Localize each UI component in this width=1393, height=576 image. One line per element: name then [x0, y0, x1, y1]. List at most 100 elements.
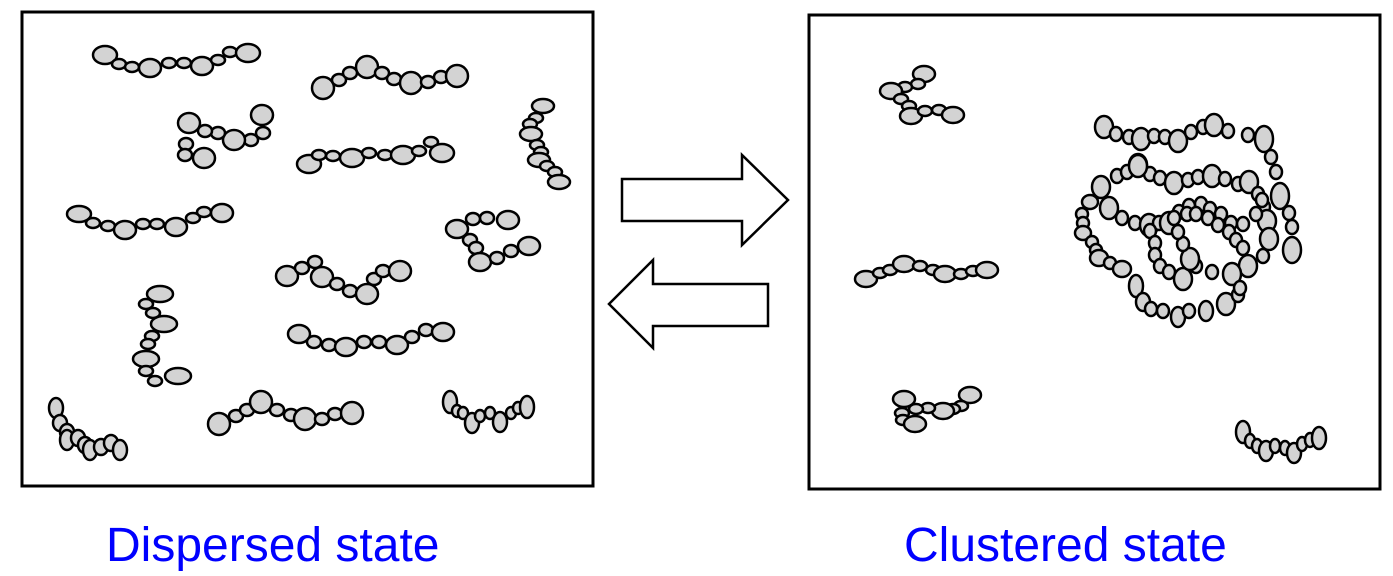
bead: [1163, 170, 1185, 196]
bead: [373, 65, 391, 81]
bead: [546, 173, 572, 191]
bead: [184, 211, 202, 225]
bead: [134, 217, 152, 231]
bead: [398, 70, 424, 96]
bead: [417, 322, 435, 338]
bead: [137, 297, 155, 311]
clustered-chain: [1073, 193, 1248, 329]
right-arrow-icon: [620, 152, 790, 248]
bead: [338, 147, 366, 169]
bead: [146, 374, 164, 388]
bead: [916, 104, 934, 118]
bead: [1281, 235, 1303, 265]
bead: [444, 63, 470, 89]
bead: [268, 402, 286, 418]
clustered-chains: [853, 64, 1328, 465]
bead: [1235, 215, 1251, 233]
bead: [274, 264, 300, 288]
bead: [1098, 195, 1120, 221]
bead: [467, 251, 493, 273]
clustered-chain: [853, 254, 1000, 289]
bead: [473, 408, 487, 424]
bead: [160, 56, 178, 70]
bead: [891, 389, 917, 409]
bead: [422, 135, 440, 149]
clustered-chain: [1090, 153, 1149, 200]
bead: [206, 411, 232, 437]
bead: [149, 314, 179, 334]
bead: [1111, 259, 1133, 279]
bead: [195, 205, 213, 219]
bead: [286, 323, 312, 345]
bead: [176, 147, 194, 163]
bead: [333, 336, 359, 358]
bead: [1188, 205, 1204, 223]
bead: [310, 148, 328, 162]
dispersed-state-frame: [20, 10, 595, 488]
bead: [330, 72, 348, 88]
bead: [209, 125, 227, 141]
bead: [360, 146, 378, 160]
bead: [387, 259, 413, 283]
dispersed-chain: [176, 103, 275, 170]
bead: [516, 235, 542, 257]
dispersed-state-caption: Dispersed state: [106, 519, 440, 572]
bead: [907, 402, 925, 416]
dispersed-chain: [310, 54, 470, 101]
bead: [209, 53, 227, 67]
bead: [305, 334, 323, 350]
dispersed-chain: [518, 97, 572, 191]
bead: [444, 218, 470, 240]
bead: [221, 128, 247, 152]
dispersed-chain: [91, 42, 262, 79]
bead: [292, 406, 318, 432]
bead: [1155, 302, 1171, 320]
bead: [403, 329, 421, 345]
left-arrow-icon: [607, 256, 770, 352]
bead: [1284, 218, 1300, 236]
bead: [488, 250, 506, 266]
clustered-chain: [1142, 205, 1251, 292]
bead: [310, 75, 336, 101]
bead: [1090, 174, 1112, 200]
bead: [175, 56, 193, 70]
clustered-state-caption: Clustered state: [904, 519, 1227, 572]
bead: [384, 334, 410, 356]
bead: [530, 97, 556, 115]
bead: [1254, 191, 1270, 209]
bead: [1127, 153, 1149, 179]
bead: [430, 321, 456, 343]
bead: [1255, 247, 1271, 265]
bead: [1268, 437, 1282, 455]
dispersed-chain: [47, 396, 129, 462]
bead: [1170, 223, 1186, 241]
bead: [144, 306, 162, 320]
bead: [1080, 193, 1100, 211]
dispersed-chain: [441, 389, 536, 435]
bead: [1143, 300, 1159, 318]
dispersed-chain: [295, 135, 456, 175]
bead: [163, 216, 189, 238]
bead: [410, 144, 428, 158]
bead: [1269, 181, 1291, 211]
dispersed-chain: [131, 284, 193, 388]
bead: [1181, 302, 1197, 320]
bead: [1268, 163, 1284, 181]
bead: [974, 260, 1000, 280]
bead: [355, 334, 373, 350]
bead: [137, 364, 155, 378]
bead: [209, 202, 235, 224]
bead: [137, 57, 163, 79]
bead: [940, 105, 966, 125]
bead: [853, 269, 879, 289]
bead: [123, 60, 141, 74]
bead: [1197, 299, 1215, 323]
bead: [1310, 425, 1328, 451]
bead: [1248, 205, 1264, 223]
bead: [163, 366, 193, 386]
bead: [320, 337, 338, 353]
bead: [891, 254, 917, 274]
bead: [145, 284, 175, 304]
bead: [495, 209, 521, 231]
